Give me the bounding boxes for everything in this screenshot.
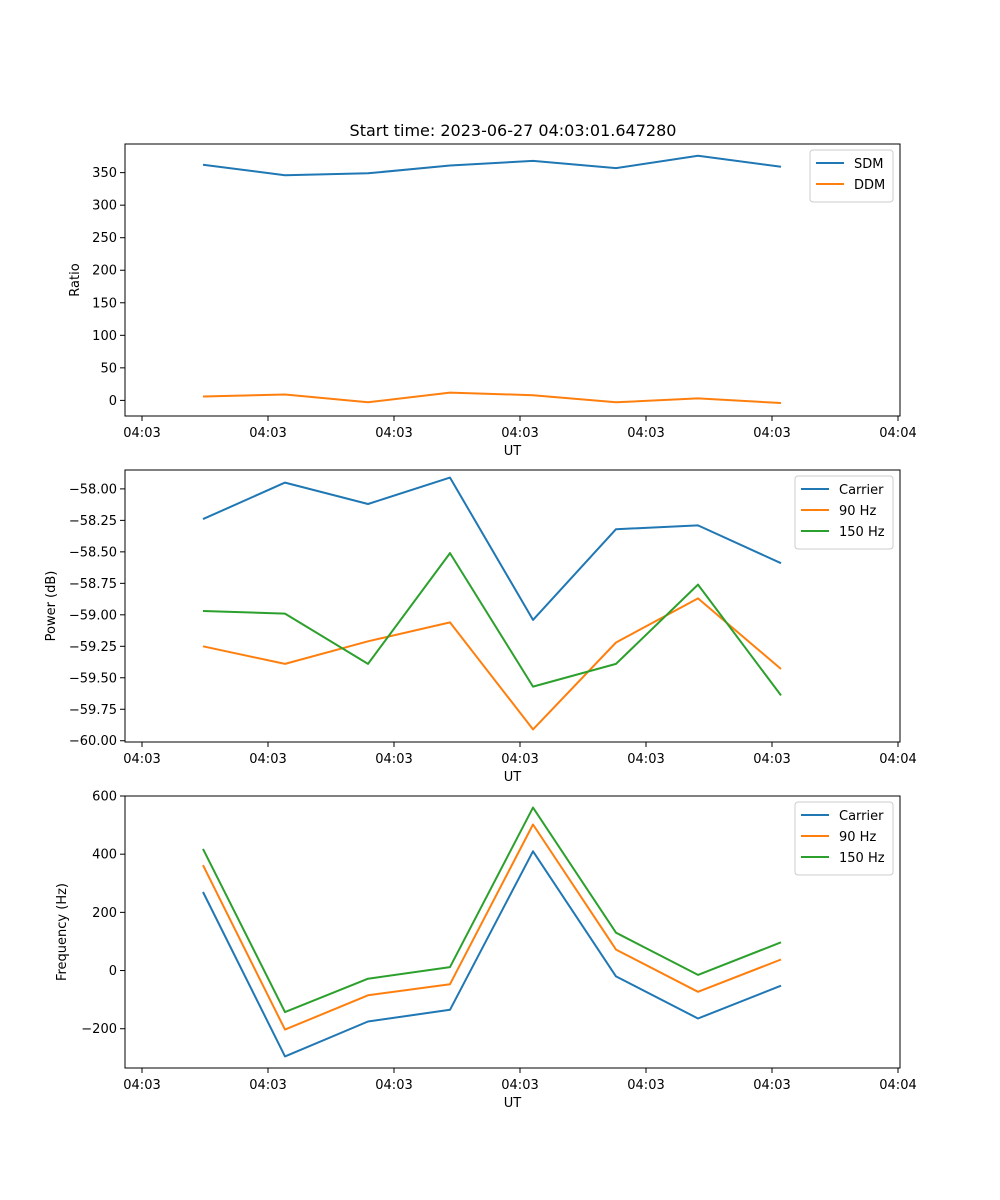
panel-1: 04:03 04:03 04:03 04:03 04:03 04:03 04:04 0 50 10… (68, 143, 917, 459)
series-line-2-1 (202, 476, 782, 621)
y-tick-label: 400 (92, 848, 117, 863)
legend-entry: 90 Hz (839, 504, 876, 519)
y-axis-label: Power (dB) (44, 571, 59, 642)
panels: 04:03 04:03 04:03 04:03 04:03 04:03 04:04 0 50 10… (44, 143, 917, 1112)
series-line-1-2 (202, 391, 782, 404)
y-tick-label: −59.00 (69, 608, 117, 623)
legend-entry: 150 Hz (839, 525, 885, 540)
x-tick-label: 04:03 (249, 752, 286, 767)
x-tick-label: 04:03 (123, 1078, 160, 1093)
series-line-3-2 (202, 823, 782, 1031)
x-tick-label: 04:03 (753, 752, 790, 767)
series-line-3-1 (202, 850, 782, 1058)
x-tick-label: 04:04 (879, 426, 916, 441)
x-tick-label: 04:03 (123, 752, 160, 767)
y-tick-label: 50 (100, 361, 117, 376)
x-tick-label: 04:03 (375, 426, 412, 441)
x-axis-label: UT (504, 770, 522, 785)
series-line-1-1 (202, 154, 782, 177)
legend: SDM DDM (809, 149, 894, 203)
series-line-2-2 (202, 597, 782, 731)
x-axis-label: UT (504, 444, 522, 459)
x-tick-label: 04:03 (501, 752, 538, 767)
chart-title: Start time: 2023-06-27 04:03:01.647280 (350, 121, 677, 140)
legend-entry: Carrier (839, 483, 884, 498)
series-line-2-3 (202, 552, 782, 696)
y-tick-label: −59.50 (69, 671, 117, 686)
y-axis-label: Ratio (68, 263, 83, 296)
x-tick-label: 04:04 (879, 752, 916, 767)
series-line-3-3 (202, 806, 782, 1014)
y-tick-label: −58.25 (69, 514, 117, 529)
y-tick-label: 100 (92, 329, 117, 344)
legend-entry: 90 Hz (839, 830, 876, 845)
legend-entry: 150 Hz (839, 851, 885, 866)
y-tick-label: 300 (92, 199, 117, 214)
x-tick-label: 04:03 (753, 426, 790, 441)
y-axis-label: Frequency (Hz) (55, 883, 70, 981)
x-tick-label: 04:03 (249, 1078, 286, 1093)
legend: Carrier 90 Hz 150 Hz (794, 475, 894, 550)
y-tick-label: −200 (81, 1022, 117, 1037)
legend-entry: SDM (854, 157, 883, 172)
x-tick-label: 04:03 (249, 426, 286, 441)
y-tick-label: −59.25 (69, 640, 117, 655)
x-tick-label: 04:04 (879, 1078, 916, 1093)
y-tick-label: 0 (109, 394, 117, 409)
y-tick-label: −58.75 (69, 577, 117, 592)
x-tick-label: 04:03 (501, 1078, 538, 1093)
legend: Carrier 90 Hz 150 Hz (794, 801, 894, 876)
x-tick-label: 04:03 (627, 1078, 664, 1093)
x-tick-label: 04:03 (375, 1078, 412, 1093)
x-tick-label: 04:03 (627, 752, 664, 767)
y-tick-label: 350 (92, 166, 117, 181)
y-tick-label: 0 (109, 964, 117, 979)
legend-entry: Carrier (839, 809, 884, 824)
y-tick-label: 250 (92, 231, 117, 246)
y-tick-label: −60.00 (69, 734, 117, 749)
y-tick-label: 600 (92, 790, 117, 805)
y-tick-label: 200 (92, 264, 117, 279)
y-tick-label: −58.00 (69, 482, 117, 497)
y-tick-label: −58.50 (69, 545, 117, 560)
x-tick-label: 04:03 (501, 426, 538, 441)
y-tick-label: −59.75 (69, 703, 117, 718)
y-tick-label: 150 (92, 296, 117, 311)
x-tick-label: 04:03 (753, 1078, 790, 1093)
x-axis-label: UT (504, 1096, 522, 1111)
plot-frame (124, 795, 901, 1069)
x-tick-label: 04:03 (123, 426, 160, 441)
panel-3: 04:03 04:03 04:03 04:03 04:03 04:03 04:04 −200 0… (55, 790, 917, 1112)
panel-2: 04:03 04:03 04:03 04:03 04:03 04:03 04:04 −60.0… (44, 469, 917, 785)
plot-frame (124, 143, 901, 417)
y-tick-label: 200 (92, 906, 117, 921)
x-tick-label: 04:03 (627, 426, 664, 441)
x-tick-label: 04:03 (375, 752, 412, 767)
plot-frame (124, 469, 901, 743)
legend-entry: DDM (854, 178, 885, 193)
